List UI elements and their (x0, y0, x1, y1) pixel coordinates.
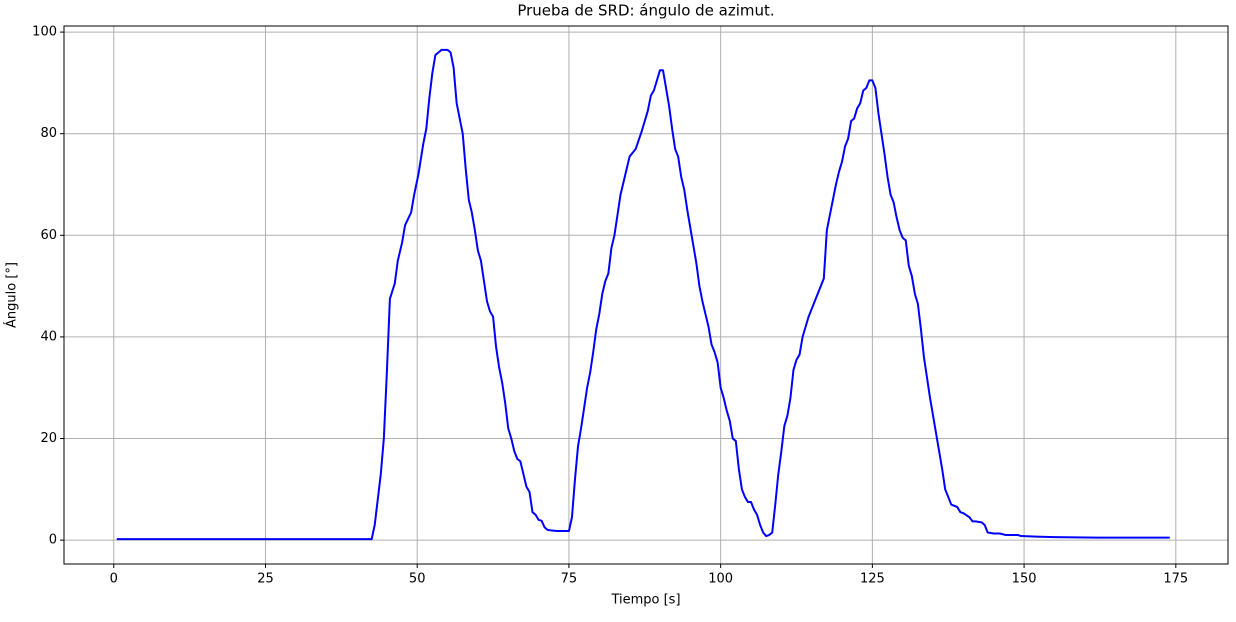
y-tick-label: 60 (40, 228, 57, 243)
x-tick-label: 175 (1163, 572, 1188, 587)
y-axis-label: Ángulo [°] (4, 262, 20, 328)
chart-title: Prueba de SRD: ángulo de azimut. (517, 2, 774, 20)
x-tick-label: 75 (561, 572, 578, 587)
x-axis-label: Tiempo [s] (610, 593, 680, 608)
y-tick-label: 100 (32, 25, 57, 40)
y-tick-label: 20 (40, 431, 57, 446)
x-tick-label: 25 (257, 572, 274, 587)
x-tick-label: 100 (708, 572, 733, 587)
data-line (116, 48, 1170, 541)
x-tick-label: 0 (110, 572, 118, 587)
y-tick-label: 40 (40, 329, 57, 344)
plot-frame (63, 25, 1229, 565)
x-tick-label: 150 (1012, 572, 1037, 587)
y-tick-label: 0 (49, 533, 57, 548)
x-tick-label: 50 (409, 572, 426, 587)
y-tick-label: 80 (40, 126, 57, 141)
x-tick-label: 125 (860, 572, 885, 587)
